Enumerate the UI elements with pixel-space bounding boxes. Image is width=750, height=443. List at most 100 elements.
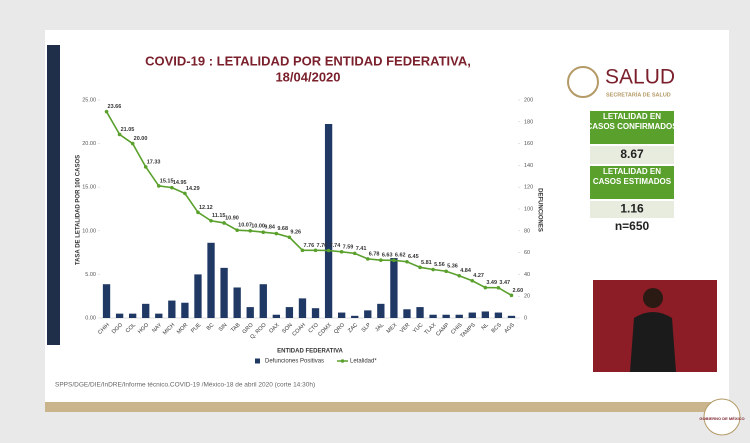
data-label: 14.95 — [173, 180, 187, 186]
bar — [246, 307, 254, 318]
line-marker — [196, 210, 200, 215]
line-marker — [209, 218, 213, 223]
y-tick-label: 20.00 — [82, 141, 96, 147]
data-label: 17.33 — [147, 159, 161, 165]
bar — [416, 307, 424, 318]
bar — [481, 311, 490, 318]
data-label: 20.00 — [134, 136, 148, 142]
data-label: 15.15 — [160, 178, 174, 184]
line-marker — [117, 132, 122, 137]
bar — [181, 302, 189, 318]
n-count: n=650 — [615, 219, 650, 233]
bar — [455, 314, 463, 318]
line-marker — [379, 258, 383, 262]
data-label: 9.84 — [264, 225, 276, 231]
y2-tick-label: 160 — [524, 141, 533, 147]
line — [105, 111, 512, 297]
y2-tick-label: 180 — [524, 119, 533, 125]
line-marker — [483, 285, 488, 290]
line-marker — [470, 278, 475, 283]
y2-tick-label: 80 — [524, 228, 530, 234]
brand-sub: SECRETARÍA DE SALUD — [606, 90, 671, 98]
line-marker — [431, 267, 435, 272]
line-marker — [313, 248, 318, 253]
data-label: 2.60 — [512, 288, 523, 294]
box-value: 1.16 — [620, 202, 644, 216]
data-label: 9.26 — [290, 230, 301, 236]
line-marker — [183, 191, 187, 196]
chart-title: COVID-19 : LETALIDAD POR ENTIDAD FEDERAT… — [145, 53, 471, 68]
bar — [128, 313, 137, 318]
bar — [442, 314, 450, 318]
y-tick-label: 25.00 — [82, 97, 96, 103]
box — [590, 111, 674, 144]
line-marker — [170, 185, 174, 190]
seal — [567, 66, 599, 98]
bar — [233, 287, 241, 318]
line-marker — [287, 235, 292, 240]
x-tick-label: TAB — [230, 322, 242, 334]
bar — [272, 314, 281, 318]
bar — [168, 300, 176, 318]
bar — [102, 284, 111, 318]
legend-label: Letalidad* — [350, 359, 377, 365]
line-marker — [405, 259, 409, 264]
line-marker — [274, 231, 279, 236]
data-label: 10.90 — [225, 215, 239, 221]
y2-tick-label: 100 — [524, 206, 533, 212]
y2-tick-label: 200 — [524, 97, 533, 103]
y2-tick-label: 140 — [524, 163, 533, 169]
y-tick-label: 5.00 — [85, 272, 96, 278]
line-marker — [130, 141, 135, 146]
x-tick-label: SLP — [361, 322, 373, 334]
data-label: 4.27 — [473, 273, 484, 279]
bar — [155, 313, 163, 318]
brand: SALUD — [605, 66, 675, 89]
box-value: 8.67 — [620, 147, 644, 161]
source: SPPS/DGE/DIE/InDRE/Informe técnico.COVID… — [55, 382, 315, 389]
line-marker — [509, 293, 514, 298]
line-marker — [444, 269, 448, 274]
legend-swatch — [255, 358, 260, 364]
footer-logo — [703, 398, 741, 436]
x-tick-label: NL — [481, 322, 490, 331]
side-bar — [47, 45, 60, 345]
line-marker — [222, 221, 226, 225]
line-marker — [418, 265, 422, 270]
data-label: 12.12 — [199, 205, 213, 211]
line-marker — [261, 230, 266, 234]
x-tick-label: JAL — [374, 322, 385, 333]
data-label: 5.36 — [447, 264, 458, 270]
bar — [115, 313, 124, 318]
bar — [298, 298, 307, 318]
bar — [364, 310, 372, 318]
bar — [494, 312, 503, 318]
bar — [311, 308, 320, 318]
data-label: 7.76 — [317, 243, 328, 249]
footer-logo-text: GOBIERNO DE MÉXICO — [699, 416, 744, 421]
data-label: 6.78 — [369, 251, 380, 257]
data-label: 7.74 — [330, 243, 342, 249]
box — [590, 166, 674, 199]
line-marker — [300, 248, 305, 253]
data-label: 6.62 — [395, 253, 406, 259]
line-marker — [248, 229, 253, 233]
data-label: 23.66 — [108, 104, 122, 110]
data-label: 5.56 — [434, 262, 445, 268]
x-tick-label: SIN — [218, 322, 229, 333]
bar — [259, 284, 267, 318]
bar — [285, 307, 294, 318]
y-tick-label: 15.00 — [82, 185, 96, 191]
y2-tick-label: 60 — [524, 250, 530, 256]
data-label: 6.63 — [382, 253, 393, 259]
bar — [207, 242, 215, 318]
data-label: 3.49 — [486, 280, 497, 286]
bar — [194, 274, 202, 318]
data-label: 11.15 — [212, 213, 225, 219]
y2-axis-label: DEFUNCIONES — [536, 188, 542, 232]
data-label: 9.68 — [277, 226, 288, 232]
bar — [468, 312, 476, 318]
data-label: 7.41 — [356, 246, 367, 252]
